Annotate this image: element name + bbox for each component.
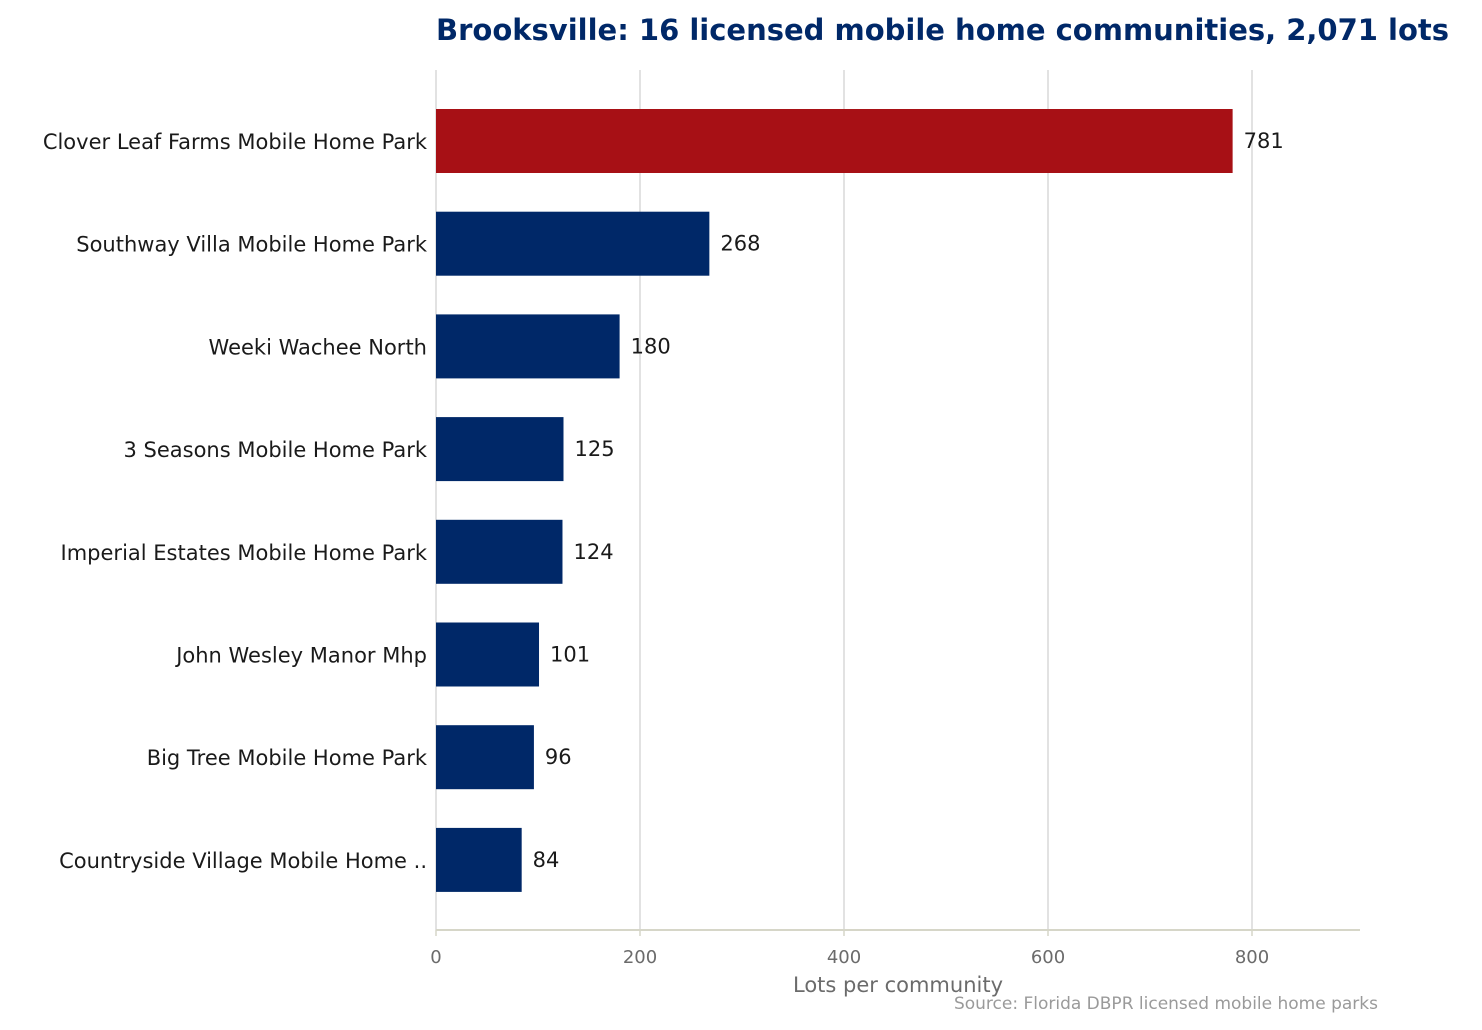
x-tick-label: 200 [623, 947, 657, 968]
x-tick-label: 800 [1235, 947, 1269, 968]
category-label: Countryside Village Mobile Home .. [59, 849, 427, 873]
value-label: 781 [1244, 129, 1284, 153]
value-label: 96 [545, 745, 572, 769]
value-label: 101 [550, 643, 590, 667]
x-axis: 0 200 400 600 800 [430, 929, 1360, 968]
bar [436, 519, 563, 584]
chart-title: Brooksville: 16 licensed mobile home com… [436, 13, 1449, 47]
source-note: Source: Florida DBPR licensed mobile hom… [954, 994, 1378, 1014]
bar [436, 417, 564, 482]
x-axis-label: Lots per community [793, 973, 1003, 997]
value-label: 84 [533, 848, 560, 872]
x-tick-label: 0 [430, 947, 441, 968]
bar [436, 314, 620, 379]
bar [436, 211, 710, 276]
grid-lines [435, 70, 1253, 930]
bar [436, 622, 540, 687]
bar [436, 109, 1233, 173]
value-label: 268 [720, 232, 760, 256]
category-label: Southway Villa Mobile Home Park [76, 233, 428, 257]
value-label: 125 [575, 437, 615, 461]
x-tick-label: 600 [1031, 947, 1065, 968]
category-label: Clover Leaf Farms Mobile Home Park [43, 130, 428, 154]
category-label: Weeki Wachee North [209, 335, 427, 359]
x-tick-label: 400 [827, 947, 861, 968]
category-label: 3 Seasons Mobile Home Park [123, 438, 427, 462]
category-label: Imperial Estates Mobile Home Park [61, 541, 428, 565]
value-label: 124 [573, 540, 613, 564]
category-label: Big Tree Mobile Home Park [147, 746, 428, 770]
category-label: John Wesley Manor Mhp [174, 644, 427, 668]
bar [436, 725, 534, 790]
bar [436, 827, 522, 892]
bars: Clover Leaf Farms Mobile Home Park 781 Sou… [43, 109, 1284, 892]
value-label: 180 [631, 334, 671, 358]
